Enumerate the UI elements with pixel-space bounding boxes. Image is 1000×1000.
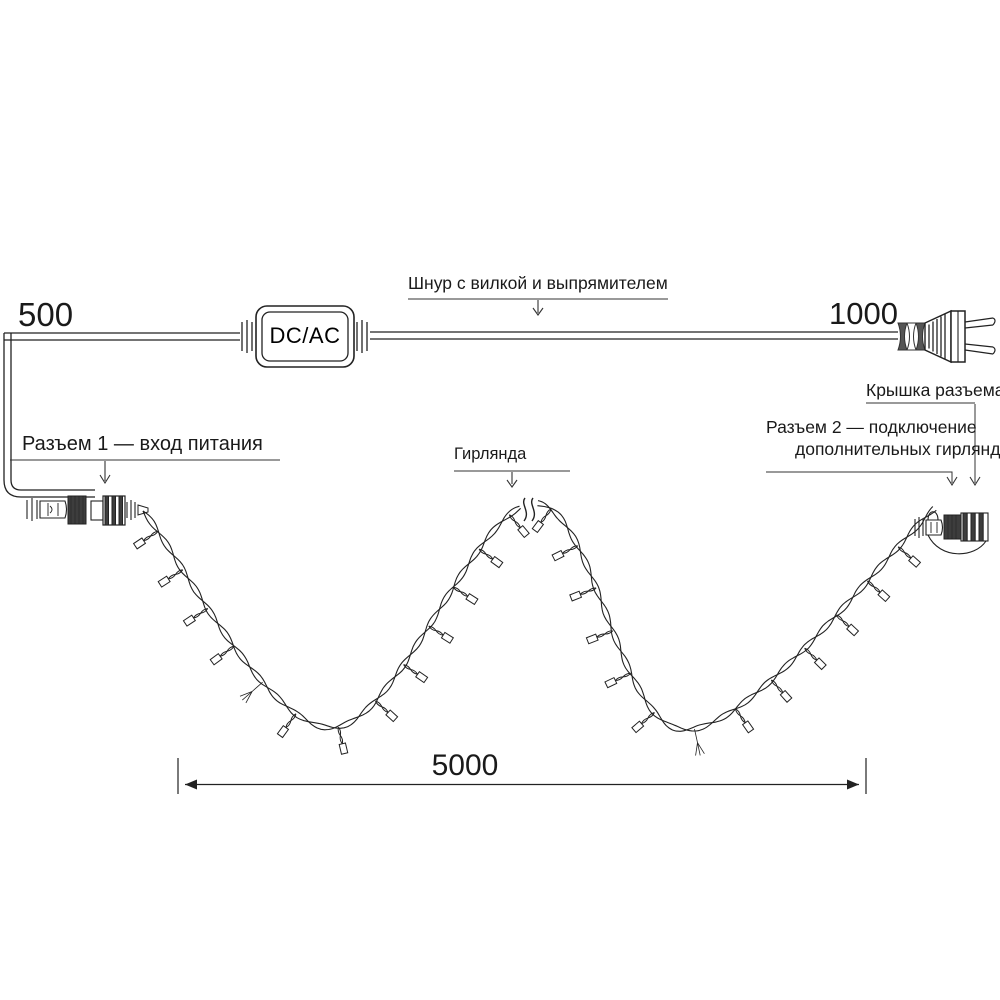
svg-text:DC/AC: DC/AC: [270, 323, 341, 348]
svg-text:500: 500: [18, 296, 73, 333]
svg-text:Разъем 2 — подключение: Разъем 2 — подключение: [766, 417, 977, 437]
svg-text:Крышка разъема: Крышка разъема: [866, 380, 1000, 400]
svg-text:Шнур с вилкой и выпрямителем: Шнур с вилкой и выпрямителем: [408, 273, 668, 293]
svg-text:1000: 1000: [829, 296, 898, 331]
svg-text:дополнительных гирлянд: дополнительных гирлянд: [795, 439, 1000, 459]
svg-text:Разъем 1 — вход питания: Разъем 1 — вход питания: [22, 433, 263, 455]
svg-text:5000: 5000: [432, 749, 499, 782]
svg-text:Гирлянда: Гирлянда: [454, 445, 527, 463]
